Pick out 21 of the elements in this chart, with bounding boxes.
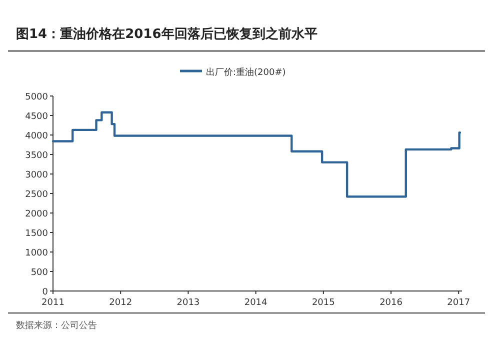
x-tick-label: 2013 <box>176 298 200 308</box>
x-tick-label: 2014 <box>244 298 268 308</box>
y-tick-label: 1500 <box>25 229 48 239</box>
y-tick-label: 4500 <box>25 112 48 122</box>
x-tick-label: 2015 <box>312 298 335 308</box>
x-tick-label: 2012 <box>109 298 132 308</box>
y-tick-label: 2000 <box>25 210 48 220</box>
y-tick-label: 2500 <box>25 190 48 200</box>
x-tick-label: 2011 <box>42 298 64 308</box>
y-tick-label: 1000 <box>25 248 48 258</box>
x-tick-label: 2016 <box>380 298 403 308</box>
y-tick-label: 4000 <box>25 132 48 142</box>
y-tick-label: 3500 <box>25 151 48 161</box>
chart-title: 图14：重油价格在2016年回落后已恢复到之前水平 <box>16 26 318 42</box>
legend-label: 出厂价:重油(200#) <box>206 67 286 78</box>
source-note: 数据来源：公司公告 <box>16 320 97 331</box>
y-tick-label: 5000 <box>25 92 48 102</box>
y-tick-label: 0 <box>42 288 48 298</box>
y-tick-label: 500 <box>30 268 48 278</box>
x-tick-label: 2017 <box>447 298 470 308</box>
y-tick-label: 3000 <box>25 170 48 180</box>
